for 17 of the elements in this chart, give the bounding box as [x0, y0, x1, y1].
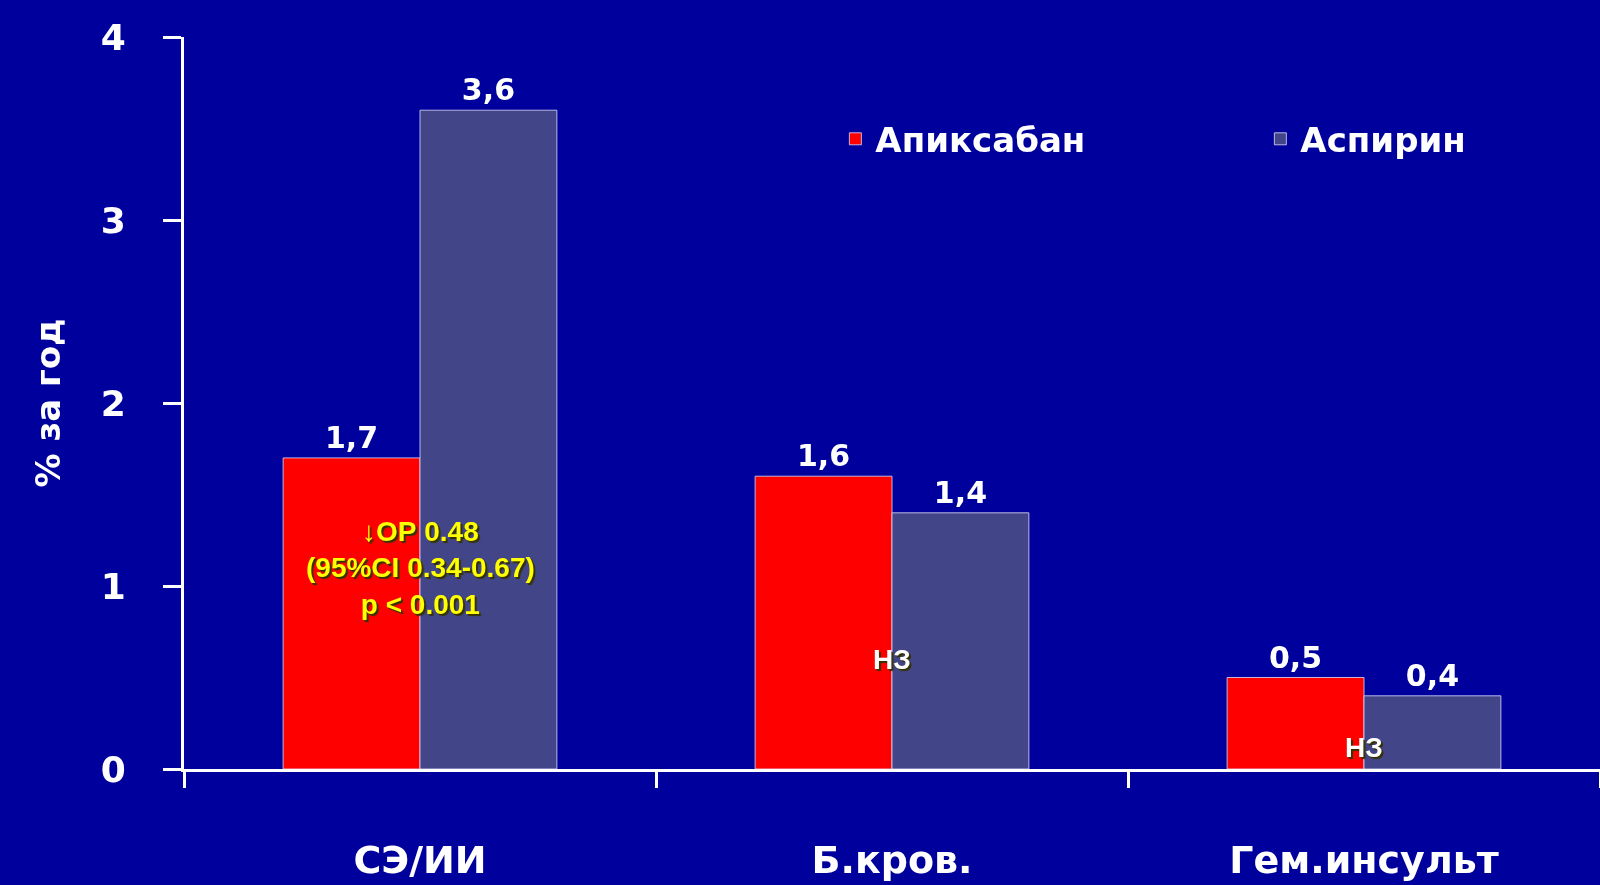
y-tick-label: 1: [100, 565, 126, 607]
data-label: 1,4: [933, 474, 988, 510]
x-tick-label: СЭ/ИИ: [353, 837, 487, 882]
data-label: 1,6: [796, 438, 851, 474]
y-tick-label: 3: [100, 199, 126, 241]
legend-label: Аспирин: [1300, 120, 1466, 161]
y-tick-label: 2: [100, 382, 126, 424]
x-tick-label: Гем.инсульт: [1229, 837, 1499, 882]
data-label: 0,5: [1268, 639, 1323, 675]
y-axis-title: % за год: [28, 318, 69, 488]
data-label: 3,6: [461, 72, 516, 108]
data-label: 0,4: [1405, 657, 1460, 693]
y-tick-label: 0: [100, 748, 126, 790]
legend-label: Апиксабан: [875, 120, 1086, 161]
x-tick-label: Б.кров.: [811, 837, 973, 882]
y-tick-label: 4: [100, 16, 126, 58]
data-label: 1,7: [324, 419, 379, 455]
